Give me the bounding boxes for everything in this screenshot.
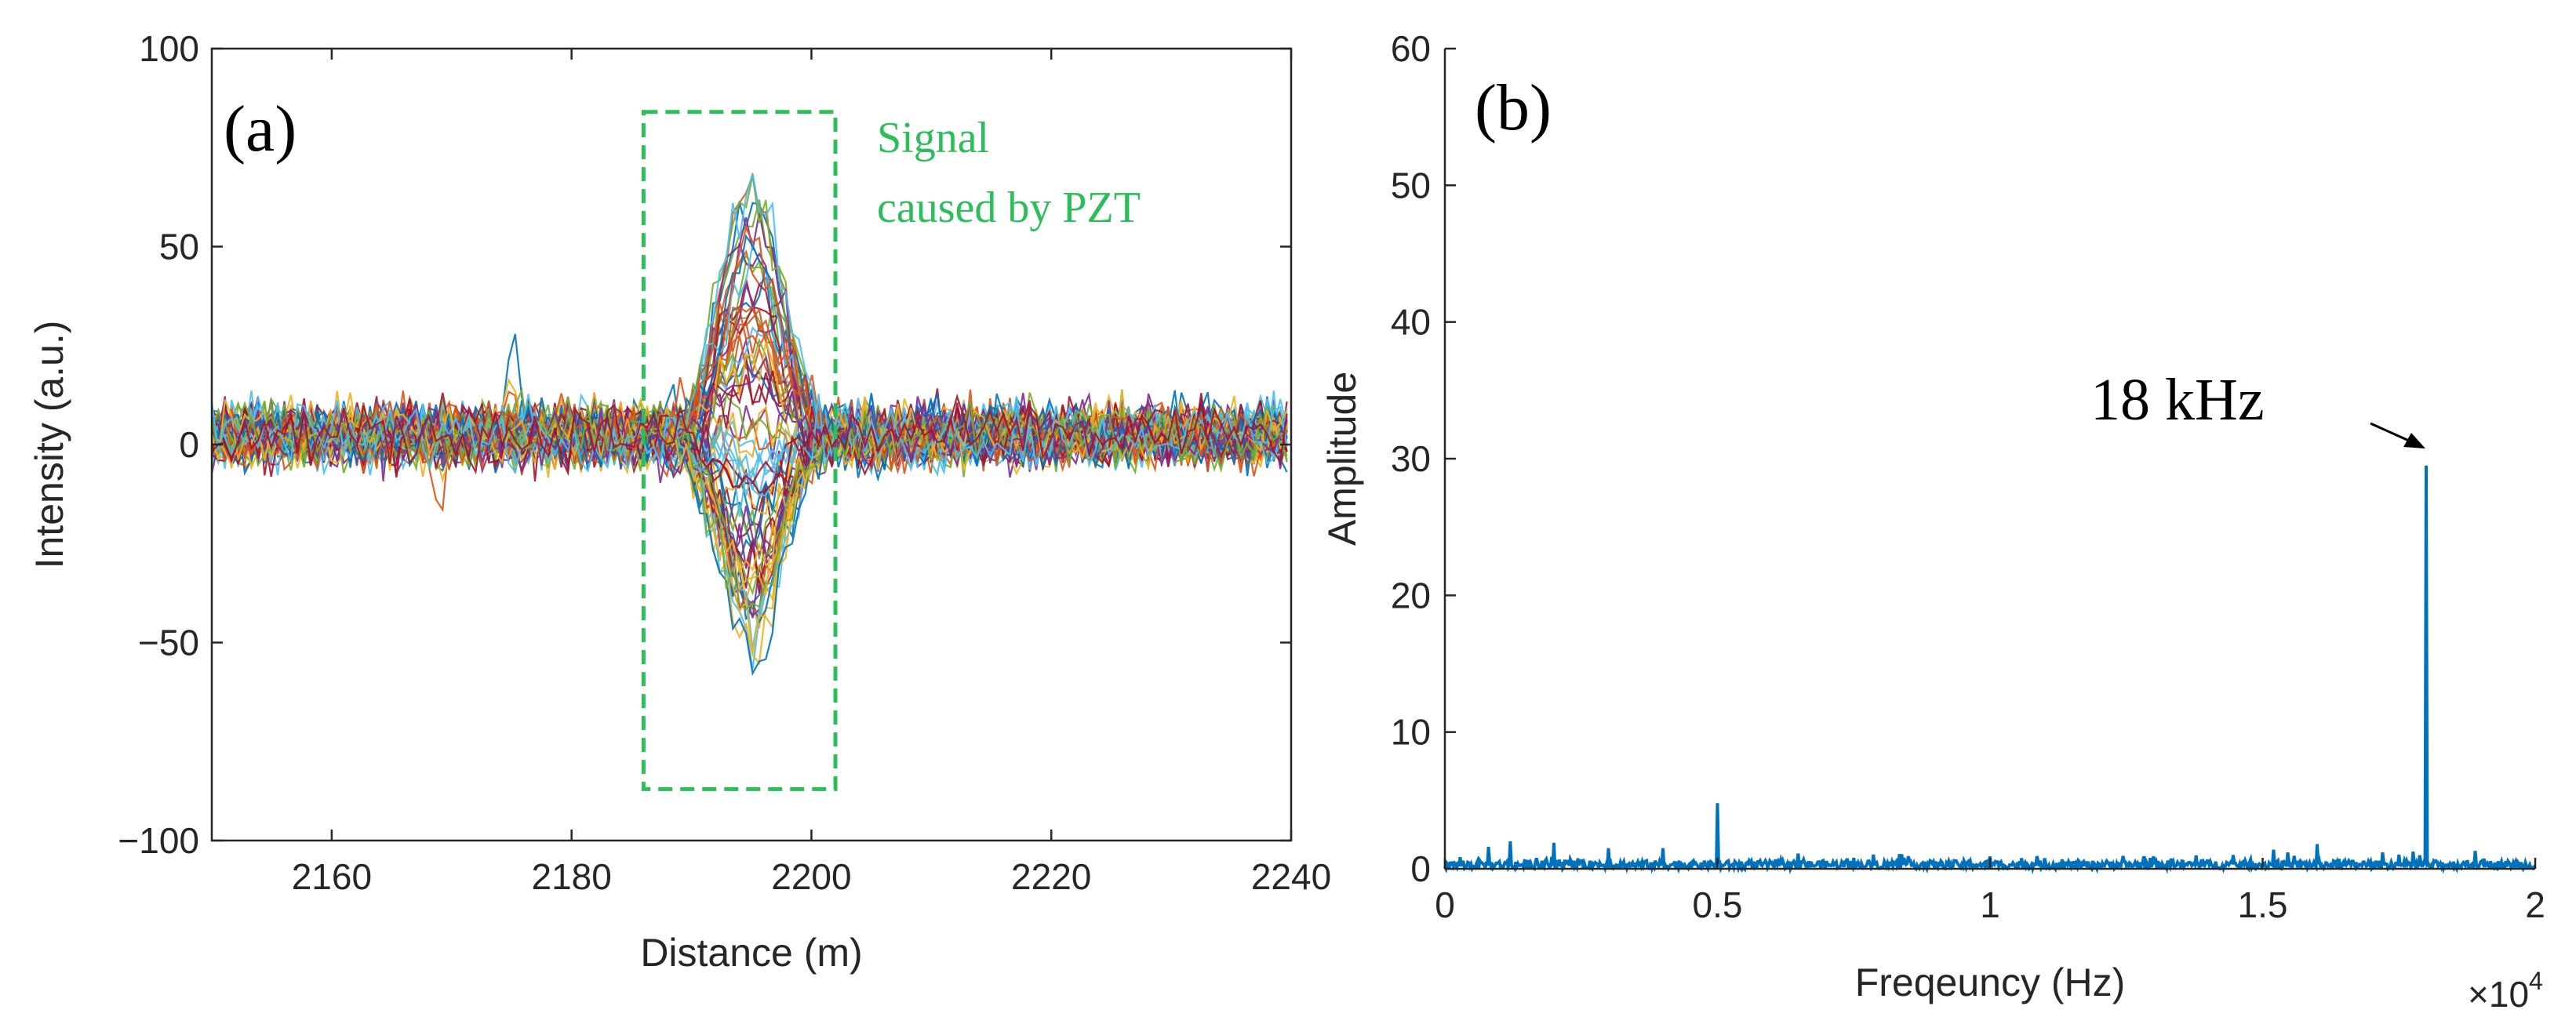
y-tick-label: −50 bbox=[138, 623, 199, 663]
y-tick-label: 100 bbox=[139, 28, 199, 69]
signal-annotation-line1: Signal bbox=[877, 114, 989, 162]
y-tick-label: 40 bbox=[1391, 302, 1431, 343]
y-tick-label: 0 bbox=[179, 424, 199, 465]
y-tick-label: 50 bbox=[1391, 165, 1431, 205]
x-tick-label: 2180 bbox=[531, 856, 611, 897]
y-tick-label: 0 bbox=[1410, 848, 1431, 889]
y-tick-label: 50 bbox=[159, 227, 199, 267]
spectrum-line bbox=[1443, 465, 2537, 875]
panel-a-x-axis-label: Distance (m) bbox=[640, 931, 862, 975]
x-axis-multiplier-base: ×10 bbox=[2468, 974, 2529, 1015]
x-tick-label: 1 bbox=[1980, 884, 2000, 925]
y-tick-label: 60 bbox=[1391, 28, 1431, 69]
x-tick-label: 2220 bbox=[1011, 856, 1091, 897]
x-tick-label: 0 bbox=[1435, 884, 1455, 925]
x-axis-multiplier: ×104 bbox=[2468, 967, 2543, 1015]
signal-annotation-line2: caused by PZT bbox=[877, 183, 1141, 232]
panel-a-ticks: 2160 2180 2200 2220 2240 −100 −50 0 50 100 bbox=[118, 28, 1331, 897]
panel-a-label: (a) bbox=[224, 93, 297, 165]
panel-a-intensity-vs-distance: 2160 2180 2200 2220 2240 −100 −50 0 50 100 (a) Si… bbox=[27, 28, 1331, 975]
y-tick-label: −100 bbox=[118, 820, 199, 861]
peak-annotation-18khz: 18 kHz bbox=[2090, 367, 2265, 433]
panel-b-label: (b) bbox=[1475, 71, 1552, 144]
peak-annotation-arrowhead bbox=[2403, 433, 2425, 448]
signal-highlight-box bbox=[641, 110, 838, 791]
y-tick-label: 20 bbox=[1391, 575, 1431, 616]
y-tick-label: 30 bbox=[1391, 438, 1431, 479]
x-tick-label: 2200 bbox=[771, 856, 851, 897]
panel-a-y-axis-label: Intensity (a.u.) bbox=[27, 321, 71, 569]
panel-a-traces bbox=[210, 172, 1288, 677]
y-tick-label: 10 bbox=[1391, 712, 1431, 753]
signal-trace bbox=[210, 394, 1288, 517]
x-tick-label: 2 bbox=[2525, 884, 2545, 925]
panel-b-y-axis-label: Amplitude bbox=[1320, 372, 1364, 546]
x-tick-label: 0.5 bbox=[1693, 884, 1743, 925]
panel-b-plot-area bbox=[1445, 49, 2535, 869]
x-tick-label: 1.5 bbox=[2238, 884, 2288, 925]
x-tick-label: 2240 bbox=[1251, 856, 1331, 897]
x-axis-multiplier-exponent: 4 bbox=[2529, 967, 2543, 995]
signal-trace bbox=[211, 393, 1288, 494]
signal-trace bbox=[210, 399, 1287, 611]
signal-trace bbox=[210, 355, 1288, 474]
x-tick-label: 2160 bbox=[292, 856, 372, 897]
panel-b-spectrum bbox=[1443, 465, 2537, 875]
panel-b-x-axis-label: Freqeuncy (Hz) bbox=[1855, 961, 2126, 1004]
